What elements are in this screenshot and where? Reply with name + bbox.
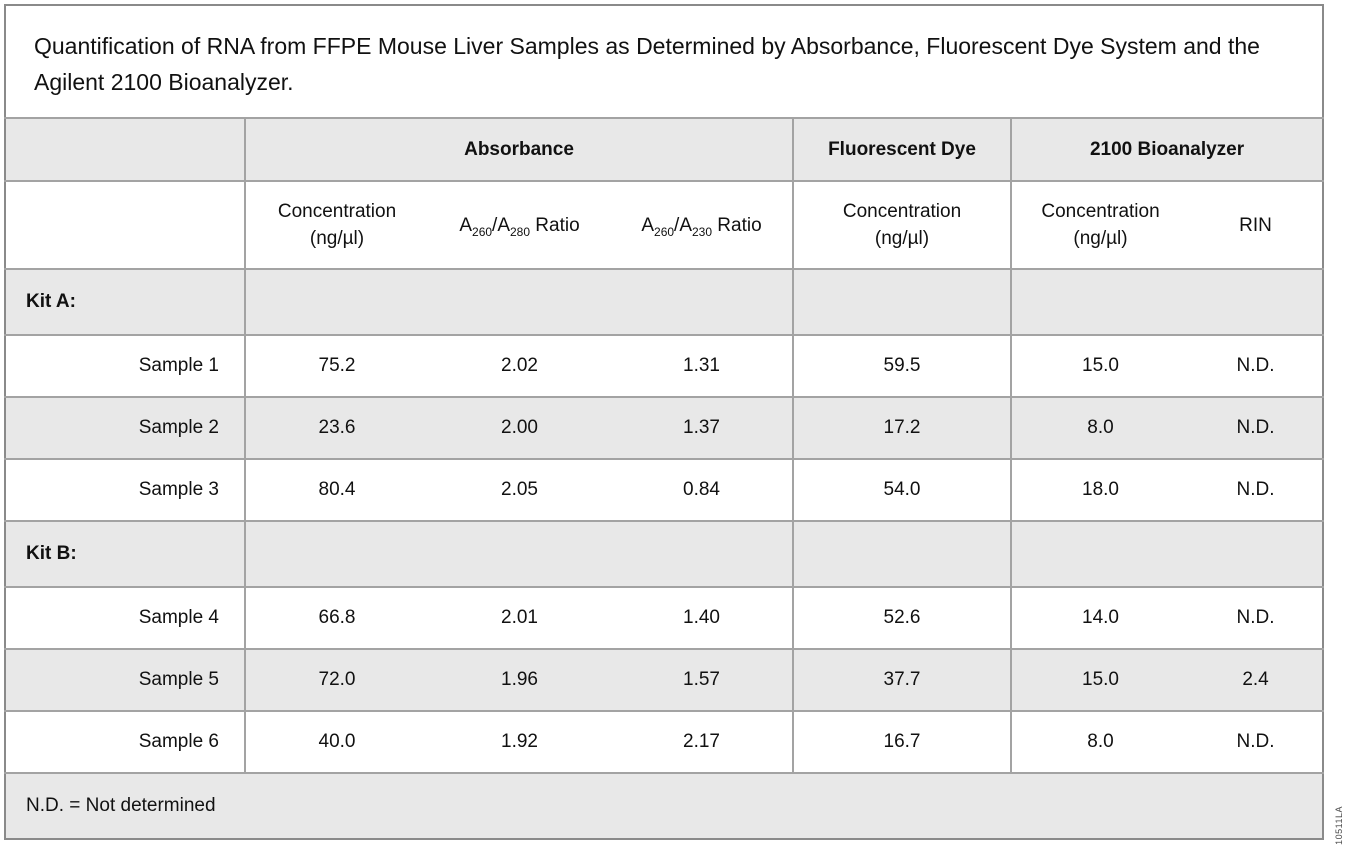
cell-a260-a230: 1.31 [683, 355, 720, 376]
cell-abs-concentration: 40.0 [244, 711, 428, 773]
section-label: Kit A: [5, 269, 245, 335]
group-header-fluorescent-dye: Fluorescent Dye [792, 118, 1011, 181]
cell-a260-a230: 1.37 [611, 397, 793, 459]
cell-a260-a280: 1.92 [501, 731, 538, 752]
cell-dye-concentration: 59.5 [792, 335, 1011, 397]
col-header-a260-a230-ratio: A260/A230 Ratio [641, 214, 762, 239]
group-header-row: Absorbance Fluorescent Dye 2100 Bioanaly… [5, 118, 1324, 181]
cell-a260-a230: 1.57 [611, 649, 793, 711]
corner-cell [5, 118, 245, 181]
cell-rin: N.D. [1189, 397, 1324, 459]
row-label: Sample 4 [138, 607, 219, 628]
section-header-kit-a: Kit A: [5, 269, 1324, 335]
row-label: Sample 6 [138, 731, 219, 752]
row-label: Sample 3 [138, 479, 219, 500]
cell-a260-a280: 2.01 [501, 607, 538, 628]
cell-abs-concentration: 75.2 [244, 335, 428, 397]
cell-bio-concentration: 8.0 [1010, 397, 1189, 459]
col-header-abs-concentration: Concentration (ng/µl) [244, 181, 428, 269]
cell-bio-concentration: 15.0 [1010, 335, 1189, 397]
cell-abs-concentration: 66.8 [244, 587, 428, 649]
cell-abs-concentration: 72.0 [244, 649, 428, 711]
cell-a260-a280: 2.00 [428, 397, 611, 459]
figure-code: 10511LA [1334, 806, 1344, 845]
cell-a260-a280: 2.02 [501, 355, 538, 376]
cell-dye-concentration: 52.6 [792, 587, 1011, 649]
group-header-2100-bioanalyzer: 2100 Bioanalyzer [1009, 118, 1324, 181]
cell-abs-concentration: 23.6 [244, 397, 428, 459]
footnote-row: N.D. = Not determined [5, 773, 1324, 839]
cell-dye-concentration: 37.7 [792, 649, 1011, 711]
cell-a260-a230: 1.40 [683, 607, 720, 628]
cell-rin: N.D. [1236, 731, 1275, 752]
table-row-sample-4: Sample 4 66.8 2.01 1.40 52.6 14.0 N.D. [5, 587, 1324, 649]
table-row-sample-6: Sample 6 40.0 1.92 2.17 16.7 8.0 N.D. [5, 711, 1324, 773]
cell-rin: 2.4 [1189, 649, 1324, 711]
cell-dye-concentration: 17.2 [792, 397, 1011, 459]
col-header-bio-concentration: Concentration (ng/µl) [1010, 181, 1189, 269]
table-row-sample-2: Sample 2 23.6 2.00 1.37 17.2 8.0 N.D. [5, 397, 1324, 459]
row-label: Sample 5 [5, 649, 245, 711]
row-label: Sample 2 [5, 397, 245, 459]
rna-quantification-table: Quantification of RNA from FFPE Mouse Li… [4, 4, 1325, 840]
table-title: Quantification of RNA from FFPE Mouse Li… [5, 5, 1324, 118]
cell-a260-a280: 1.96 [428, 649, 611, 711]
cell-abs-concentration: 80.4 [244, 459, 428, 521]
cell-bio-concentration: 15.0 [1010, 649, 1189, 711]
row-label: Sample 1 [138, 355, 219, 376]
title-row: Quantification of RNA from FFPE Mouse Li… [5, 5, 1324, 118]
footnote: N.D. = Not determined [5, 773, 1324, 839]
group-header-absorbance: Absorbance [244, 118, 793, 181]
table-row-sample-3: Sample 3 80.4 2.05 0.84 54.0 18.0 N.D. [5, 459, 1324, 521]
col-header-rin: RIN [1239, 214, 1272, 236]
cell-dye-concentration: 54.0 [792, 459, 1011, 521]
col-header-dye-concentration: Concentration (ng/µl) [792, 181, 1011, 269]
cell-a260-a230: 2.17 [683, 731, 720, 752]
section-label: Kit B: [5, 521, 245, 587]
section-header-kit-b: Kit B: [5, 521, 1324, 587]
cell-rin: N.D. [1236, 355, 1275, 376]
table-row-sample-1: Sample 1 75.2 2.02 1.31 59.5 15.0 N.D. [5, 335, 1324, 397]
corner-cell [5, 181, 245, 269]
cell-a260-a230: 0.84 [683, 479, 720, 500]
table-container: Quantification of RNA from FFPE Mouse Li… [4, 4, 1325, 840]
column-header-row: Concentration (ng/µl) A260/A280 Ratio A2… [5, 181, 1324, 269]
cell-bio-concentration: 8.0 [1010, 711, 1189, 773]
cell-bio-concentration: 18.0 [1010, 459, 1189, 521]
cell-rin: N.D. [1236, 479, 1275, 500]
cell-dye-concentration: 16.7 [792, 711, 1011, 773]
cell-bio-concentration: 14.0 [1010, 587, 1189, 649]
table-row-sample-5: Sample 5 72.0 1.96 1.57 37.7 15.0 2.4 [5, 649, 1324, 711]
cell-rin: N.D. [1236, 607, 1275, 628]
col-header-a260-a280-ratio: A260/A280 Ratio [459, 214, 580, 239]
cell-a260-a280: 2.05 [501, 479, 538, 500]
